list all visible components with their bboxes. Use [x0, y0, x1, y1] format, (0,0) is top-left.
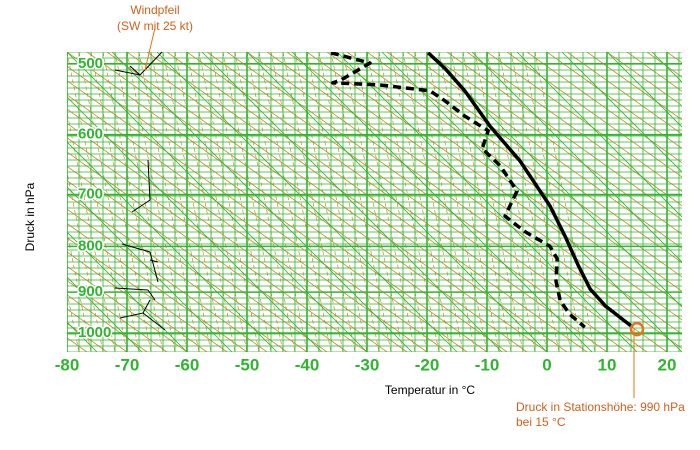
mixing-ratio [114, 52, 176, 352]
adiabat [687, 52, 700, 352]
x-tick-label: -20 [415, 355, 440, 374]
mixing-ratio [366, 52, 428, 352]
y-tick-label: 600 [78, 126, 103, 143]
mixing-ratio [246, 52, 308, 352]
mixing-ratio [522, 52, 584, 352]
mixing-ratio [318, 52, 380, 352]
mixing-ratio [222, 52, 284, 352]
mixing-ratio [0, 52, 19, 352]
annotation: bei 15 °C [516, 415, 566, 429]
y-tick-label: 700 [78, 185, 103, 202]
mixing-ratio [294, 52, 356, 352]
mixing-ratio [354, 52, 416, 352]
x-tick-label: -30 [355, 355, 380, 374]
mixing-ratio [510, 52, 572, 352]
mixing-ratio [126, 52, 188, 352]
mixing-ratio [67, 170, 104, 352]
y-tick-label: 800 [78, 237, 103, 254]
mixing-ratio [0, 52, 7, 352]
mixing-ratio [258, 52, 320, 352]
annotation: (SW mit 25 kt) [117, 19, 193, 33]
mixing-ratio [138, 52, 200, 352]
adiabat [526, 52, 682, 164]
adiabat [67, 280, 168, 352]
mixing-ratio [174, 52, 236, 352]
y-axis-label: Druck in hPa [23, 182, 37, 251]
mixing-ratio [282, 52, 344, 352]
mixing-ratio [90, 52, 152, 352]
mixing-ratio [450, 52, 512, 352]
adiabat [606, 52, 682, 107]
mixing-ratio [402, 52, 464, 352]
adiabat [67, 208, 268, 352]
wind-barbs [114, 51, 166, 331]
x-tick-label: -50 [235, 355, 260, 374]
isotherm-skew [67, 231, 188, 352]
adiabat [506, 52, 682, 178]
mixing-ratio [198, 52, 260, 352]
mixing-ratio [498, 52, 560, 352]
labels: -80 -70 -60 -50 -40 -30 -20 -10 0 10 20 500 600 700 80… [55, 53, 677, 374]
isotherm-skew [606, 52, 682, 128]
x-tick-label: -80 [55, 355, 80, 374]
x-tick-label: 0 [542, 355, 551, 374]
mixing-ratio [67, 290, 80, 352]
y-tick-label: 900 [78, 283, 103, 300]
y-tick-label: 500 [78, 55, 103, 72]
x-tick-label: -70 [115, 355, 140, 374]
isotherm-skew [67, 276, 143, 352]
mixing-ratio [426, 52, 488, 352]
mixing-ratio [414, 52, 476, 352]
mixing-ratio [67, 110, 116, 352]
mixing-ratio [162, 52, 224, 352]
station-marker [629, 321, 645, 337]
mixing-ratio [234, 52, 296, 352]
mixing-ratio [534, 52, 596, 352]
adiabat [546, 52, 682, 149]
mixing-ratio [150, 52, 212, 352]
profiles [330, 52, 634, 329]
x-tick-label: -40 [295, 355, 320, 374]
profile-line [427, 52, 634, 329]
mixing-ratio [306, 52, 368, 352]
adiabat [0, 52, 7, 352]
adiabat [67, 237, 228, 352]
annotation: Windpfeil [130, 3, 179, 17]
mixing-ratio [474, 52, 536, 352]
mixing-ratio [342, 52, 404, 352]
mixing-ratio [270, 52, 332, 352]
mixing-ratio [330, 52, 392, 352]
mixing-ratio [210, 52, 272, 352]
adiabat [67, 294, 148, 352]
mixing-ratio [67, 230, 92, 352]
mixing-ratio [186, 52, 248, 352]
mixing-ratio [378, 52, 440, 352]
diagram-background [0, 52, 700, 352]
mixing-ratio [78, 52, 140, 352]
adiabat [486, 52, 682, 192]
isotherm-skew [0, 52, 7, 352]
y-tick-label: 1000 [78, 324, 111, 341]
x-tick-label: 20 [658, 355, 677, 374]
mixing-ratio [390, 52, 452, 352]
adiabat [566, 52, 682, 135]
isotherm-skew [561, 52, 682, 173]
mixing-ratio [486, 52, 548, 352]
x-tick-label: 10 [598, 355, 617, 374]
grid [67, 52, 682, 352]
mixing-ratio [102, 52, 164, 352]
annotation-leader [144, 27, 156, 71]
x-tick-label: -10 [475, 355, 500, 374]
x-tick-label: -60 [175, 355, 200, 374]
annotation: Druck in Stationshöhe: 990 hPa [516, 400, 685, 414]
mixing-ratio [67, 52, 128, 352]
x-axis-label: Temperatur in °C [385, 383, 475, 397]
